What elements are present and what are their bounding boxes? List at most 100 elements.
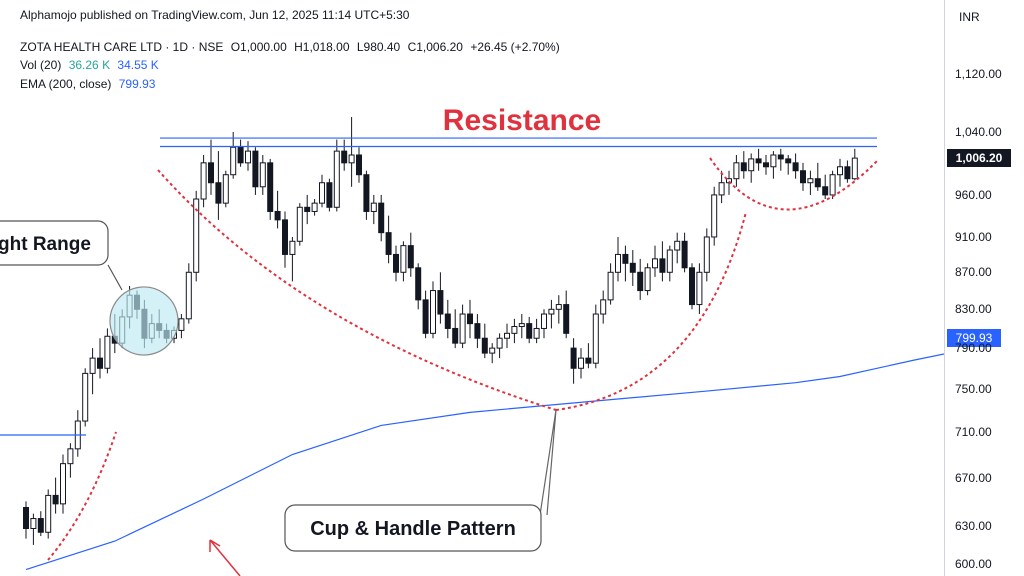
candle[interactable] xyxy=(622,245,629,282)
candle[interactable] xyxy=(274,190,281,229)
candle[interactable] xyxy=(363,170,370,220)
candle[interactable] xyxy=(23,501,29,539)
candle[interactable] xyxy=(304,194,311,225)
candle[interactable] xyxy=(570,338,577,384)
candle[interactable] xyxy=(800,162,806,191)
candle[interactable] xyxy=(844,160,851,183)
candle[interactable] xyxy=(74,410,81,457)
candle[interactable] xyxy=(237,139,244,167)
candle[interactable] xyxy=(740,151,747,179)
candle[interactable] xyxy=(652,245,658,277)
candle[interactable] xyxy=(89,348,96,395)
candle[interactable] xyxy=(600,290,607,324)
candle[interactable] xyxy=(748,153,755,183)
candle[interactable] xyxy=(474,314,481,349)
candle[interactable] xyxy=(452,309,459,349)
candle[interactable] xyxy=(792,153,799,179)
candle[interactable] xyxy=(393,245,399,282)
candle[interactable] xyxy=(45,489,52,539)
candle[interactable] xyxy=(533,318,540,344)
candle[interactable] xyxy=(437,272,444,324)
candle[interactable] xyxy=(615,236,621,282)
candle[interactable] xyxy=(644,263,651,296)
candle[interactable] xyxy=(378,194,385,242)
price-axis[interactable]: INR 799.93 1,006.20 1,120.00 1,040.00 960.… xyxy=(944,0,1024,576)
candle[interactable] xyxy=(422,290,429,339)
candle[interactable] xyxy=(481,323,488,359)
candle[interactable] xyxy=(555,295,562,324)
candle[interactable] xyxy=(444,299,451,339)
candle[interactable] xyxy=(333,139,340,212)
price-plot[interactable]: Resistance ght Range Cup & Handle Pattern xyxy=(0,0,944,576)
candle[interactable] xyxy=(548,299,555,329)
candle[interactable] xyxy=(267,158,274,220)
candle[interactable] xyxy=(511,318,518,344)
candle[interactable] xyxy=(785,155,792,175)
candle[interactable] xyxy=(356,147,362,183)
candle[interactable] xyxy=(563,290,570,339)
candle[interactable] xyxy=(711,186,718,246)
candle[interactable] xyxy=(689,263,695,310)
candle[interactable] xyxy=(208,139,214,195)
candle[interactable] xyxy=(259,155,266,195)
candle[interactable] xyxy=(252,147,259,195)
symbol-legend[interactable]: ZOTA HEALTH CARE LTD · 1D · NSE O1,000.0… xyxy=(20,40,564,54)
candle[interactable] xyxy=(851,148,858,181)
candle[interactable] xyxy=(52,477,59,514)
candle[interactable] xyxy=(763,155,769,175)
candle[interactable] xyxy=(814,162,821,191)
candle[interactable] xyxy=(319,174,325,208)
candle[interactable] xyxy=(370,194,377,225)
candle[interactable] xyxy=(282,211,288,268)
candle[interactable] xyxy=(703,228,710,282)
candle[interactable] xyxy=(385,215,392,264)
candle[interactable] xyxy=(407,232,414,277)
candle[interactable] xyxy=(311,199,318,216)
candle[interactable] xyxy=(541,309,547,339)
candle[interactable] xyxy=(496,333,503,359)
candle[interactable] xyxy=(585,343,592,369)
candle[interactable] xyxy=(245,141,251,171)
candle[interactable] xyxy=(430,281,436,339)
candle[interactable] xyxy=(504,323,510,349)
candle[interactable] xyxy=(829,170,836,200)
candle[interactable] xyxy=(30,513,37,545)
candle[interactable] xyxy=(526,316,533,344)
candle[interactable] xyxy=(777,148,784,171)
candle[interactable] xyxy=(60,454,66,514)
candle[interactable] xyxy=(607,263,614,305)
candle[interactable] xyxy=(400,241,407,282)
candle[interactable] xyxy=(459,304,466,349)
candle[interactable] xyxy=(637,258,644,300)
candle[interactable] xyxy=(578,348,584,379)
candle[interactable] xyxy=(222,170,229,208)
candle[interactable] xyxy=(629,250,636,286)
candle[interactable] xyxy=(37,511,44,537)
candle[interactable] xyxy=(193,190,200,282)
candle[interactable] xyxy=(674,232,681,264)
candle[interactable] xyxy=(467,299,473,339)
candle[interactable] xyxy=(518,314,525,339)
candle[interactable] xyxy=(837,158,843,187)
candle[interactable] xyxy=(666,245,673,282)
candle[interactable] xyxy=(215,151,222,220)
candle[interactable] xyxy=(822,174,829,200)
candle[interactable] xyxy=(104,328,111,374)
candle[interactable] xyxy=(718,170,725,204)
candle[interactable] xyxy=(659,241,666,282)
candle[interactable] xyxy=(326,178,333,212)
candle[interactable] xyxy=(296,203,303,246)
candle[interactable] xyxy=(289,236,296,282)
candle[interactable] xyxy=(755,148,762,171)
candle[interactable] xyxy=(489,343,496,364)
candle[interactable] xyxy=(348,117,355,187)
candle[interactable] xyxy=(696,263,703,315)
candle[interactable] xyxy=(807,170,814,195)
candle[interactable] xyxy=(341,139,348,171)
candle[interactable] xyxy=(67,443,74,478)
candle[interactable] xyxy=(200,155,207,208)
chart-area[interactable]: Resistance ght Range Cup & Handle Pattern … xyxy=(0,0,944,576)
candle[interactable] xyxy=(415,263,422,310)
candle[interactable] xyxy=(230,132,237,179)
candle[interactable] xyxy=(97,338,103,379)
